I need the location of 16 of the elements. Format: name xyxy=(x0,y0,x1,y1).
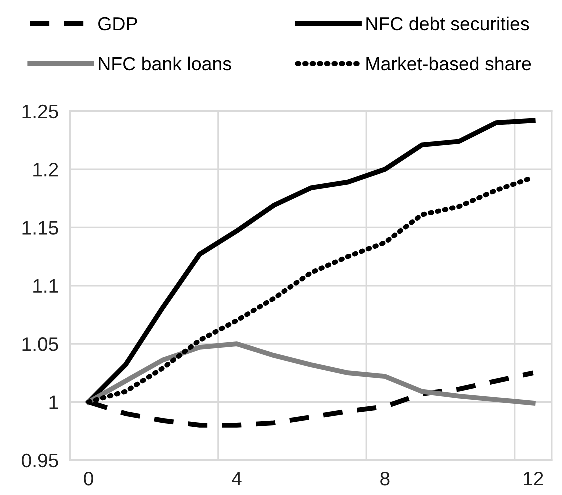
legend-label: GDP xyxy=(98,17,138,31)
x-tick-label: 8 xyxy=(380,472,390,486)
line-series xyxy=(86,342,536,406)
y-tick-label: 1.2 xyxy=(34,163,58,177)
y-tick-label: 1.15 xyxy=(22,221,58,235)
y-tick-label: 0.95 xyxy=(22,454,58,468)
legend-label: Market-based share xyxy=(366,56,532,71)
y-tick-label: 1.25 xyxy=(22,104,58,119)
y-tick-label: 1.05 xyxy=(22,337,58,352)
y-tick-label: 1 xyxy=(50,396,58,410)
legend-label: NFC debt securities xyxy=(366,16,530,31)
x-tick-label: 0 xyxy=(84,472,94,486)
x-tick-label: 4 xyxy=(232,472,242,486)
x-tick-label: 12 xyxy=(524,472,544,486)
legend-label: NFC bank loans xyxy=(99,56,232,71)
y-tick-label: 1.1 xyxy=(34,280,58,293)
